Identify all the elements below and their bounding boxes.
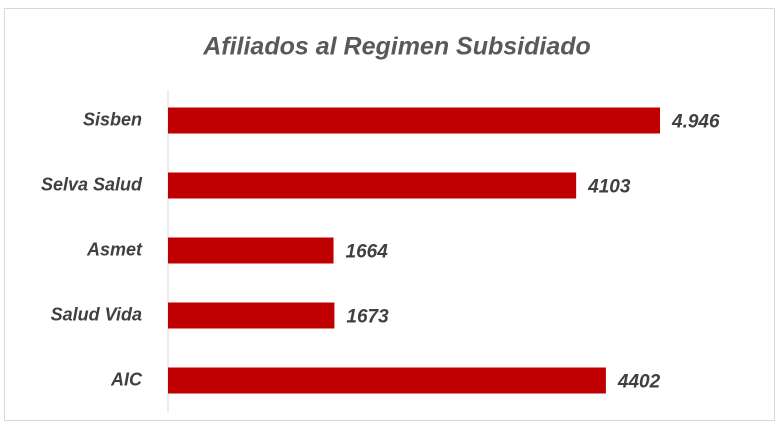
- category-label: Asmet: [86, 239, 143, 259]
- bar: [168, 107, 660, 134]
- category-label: AIC: [110, 369, 143, 389]
- value-label: 4103: [587, 177, 631, 198]
- value-label: 1664: [346, 242, 389, 263]
- bar: [168, 237, 334, 264]
- bar: [168, 367, 606, 394]
- value-label: 4.946: [671, 112, 720, 133]
- chart-border: [4, 8, 775, 421]
- category-label: Sisben: [83, 109, 142, 129]
- category-label: Salud Vida: [51, 304, 142, 324]
- bar: [168, 172, 577, 199]
- value-label: 4402: [617, 372, 661, 393]
- category-label: Selva Salud: [41, 174, 143, 194]
- bar: [168, 302, 335, 329]
- value-label: 1673: [346, 307, 389, 328]
- chart-title: Afiliados al Regimen Subsidiado: [202, 33, 591, 61]
